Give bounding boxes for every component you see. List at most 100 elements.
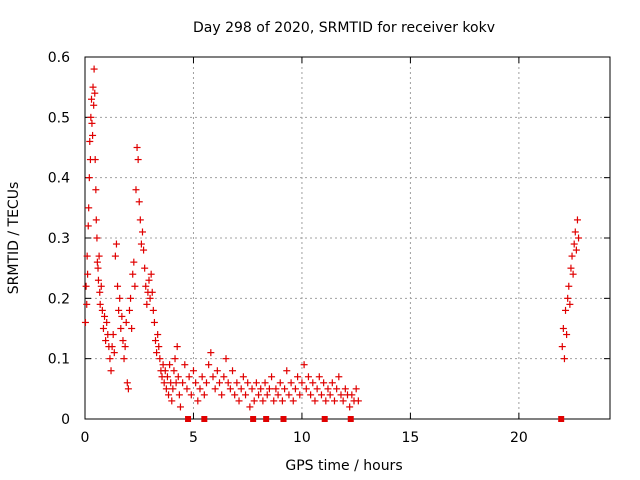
data-point xyxy=(252,379,260,387)
data-point xyxy=(224,379,232,387)
zero-marker xyxy=(347,416,354,422)
data-point xyxy=(354,397,362,405)
data-point xyxy=(242,391,250,399)
data-point xyxy=(573,216,581,224)
data-point xyxy=(111,252,119,260)
data-point xyxy=(88,119,96,127)
data-point xyxy=(189,367,197,375)
data-point xyxy=(570,240,578,248)
data-point xyxy=(328,379,336,387)
data-point xyxy=(571,228,579,236)
data-point xyxy=(233,379,241,387)
data-point xyxy=(559,325,567,332)
data-point xyxy=(192,379,200,387)
data-point xyxy=(272,385,280,393)
data-point xyxy=(108,343,116,351)
data-point xyxy=(330,397,338,405)
x-tick-label: 10 xyxy=(293,430,311,446)
data-point xyxy=(86,137,94,145)
data-point xyxy=(315,373,323,381)
data-point xyxy=(112,240,120,248)
data-point xyxy=(294,373,302,381)
data-point xyxy=(220,373,228,381)
data-point xyxy=(339,397,347,405)
data-point xyxy=(175,391,183,399)
data-point xyxy=(143,300,151,308)
data-point xyxy=(122,318,130,326)
data-point xyxy=(222,355,230,363)
data-point xyxy=(137,240,145,248)
data-point xyxy=(558,343,566,351)
data-point xyxy=(187,391,195,399)
y-tick-label: 0.1 xyxy=(48,352,70,368)
data-point xyxy=(85,204,93,212)
data-point xyxy=(276,379,284,387)
data-point xyxy=(285,391,293,399)
data-point xyxy=(198,373,206,381)
data-point xyxy=(246,403,254,411)
data-point xyxy=(161,367,169,375)
data-point xyxy=(98,306,106,314)
data-point xyxy=(231,391,239,399)
data-point xyxy=(91,156,99,164)
data-point xyxy=(235,397,243,405)
data-point xyxy=(92,216,100,224)
data-point xyxy=(119,337,127,345)
data-point xyxy=(283,367,291,375)
data-point xyxy=(163,373,171,381)
data-point xyxy=(229,367,237,375)
data-point xyxy=(83,300,91,308)
data-point xyxy=(84,222,92,230)
data-point xyxy=(120,355,128,363)
data-point xyxy=(90,65,98,73)
data-point xyxy=(169,385,177,393)
data-point xyxy=(146,294,154,302)
data-point xyxy=(255,391,263,399)
x-axis: 0 5 10 15 20 xyxy=(81,57,528,446)
data-point xyxy=(172,379,180,387)
data-point xyxy=(274,391,282,399)
zero-marker xyxy=(250,416,257,422)
data-point xyxy=(200,391,208,399)
data-point xyxy=(127,294,135,302)
data-point xyxy=(96,288,104,296)
x-tick-label: 20 xyxy=(510,430,528,446)
data-point xyxy=(317,391,325,399)
data-point xyxy=(114,282,122,290)
data-point xyxy=(300,361,308,369)
data-point xyxy=(313,385,321,393)
data-point xyxy=(216,379,224,387)
data-point xyxy=(152,337,160,345)
data-point xyxy=(102,337,110,345)
data-point xyxy=(250,397,258,405)
data-point xyxy=(124,385,132,393)
data-point xyxy=(213,367,221,375)
data-point xyxy=(244,379,252,387)
zero-marker xyxy=(321,416,328,422)
data-point xyxy=(162,385,170,393)
data-point xyxy=(168,397,176,405)
x-tick-label: 0 xyxy=(81,430,90,446)
data-point xyxy=(132,186,140,194)
data-point xyxy=(130,258,138,266)
data-point xyxy=(160,379,168,387)
data-point xyxy=(183,385,191,393)
data-point xyxy=(563,331,571,339)
data-point xyxy=(237,385,245,393)
zero-marker xyxy=(280,416,287,422)
data-point xyxy=(133,144,141,151)
data-point xyxy=(135,198,143,206)
data-point xyxy=(138,228,146,236)
data-point xyxy=(103,318,111,326)
data-point xyxy=(179,379,187,387)
data-point xyxy=(562,306,570,314)
zero-marker xyxy=(201,416,208,422)
y-tick-label: 0.6 xyxy=(48,50,70,66)
data-point xyxy=(109,331,117,339)
data-point xyxy=(291,385,299,393)
data-point xyxy=(128,325,136,332)
data-point xyxy=(311,397,319,405)
data-point xyxy=(287,379,295,387)
data-point xyxy=(83,252,91,260)
data-point xyxy=(278,397,286,405)
